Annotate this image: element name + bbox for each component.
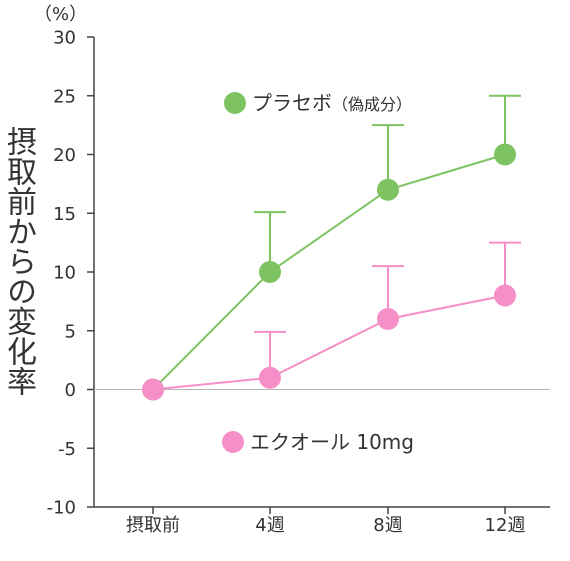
series-group bbox=[142, 94, 521, 401]
legend-marker bbox=[222, 431, 244, 453]
y-tick-label: 10 bbox=[53, 263, 76, 284]
y-unit-label: （%） bbox=[34, 4, 88, 25]
data-point bbox=[377, 178, 399, 201]
x-tick-label: 4週 bbox=[255, 515, 284, 536]
data-point bbox=[377, 308, 399, 330]
y-tick-label: 5 bbox=[65, 321, 76, 342]
legend: プラセボ（偽成分） エクオール 10mg bbox=[222, 91, 414, 454]
series-line bbox=[152, 294, 506, 391]
axes: 30 25 20 15 10 5 0 -5 -10 摂取前 4週 8週 12週 bbox=[47, 28, 550, 536]
y-tick-label: 20 bbox=[53, 145, 76, 166]
legend-item-1: エクオール 10mg bbox=[222, 430, 414, 454]
data-point bbox=[259, 261, 281, 283]
data-point bbox=[142, 378, 164, 401]
legend-item-0: プラセボ（偽成分） bbox=[224, 91, 412, 115]
y-tick-label: 25 bbox=[53, 86, 76, 107]
y-tick-label: 0 bbox=[65, 380, 76, 401]
y-tick-label: 30 bbox=[53, 28, 76, 49]
data-point bbox=[259, 366, 281, 389]
legend-marker bbox=[224, 92, 246, 114]
legend-label-note: （偽成分） bbox=[332, 95, 412, 114]
x-tick-label: 摂取前 bbox=[126, 515, 180, 536]
legend-label: エクオール 10mg bbox=[250, 430, 414, 454]
series-1 bbox=[142, 241, 521, 401]
y-tick-label: -10 bbox=[47, 498, 76, 519]
x-tick-label: 8週 bbox=[373, 515, 402, 536]
y-tick-label: 15 bbox=[53, 204, 76, 225]
data-point bbox=[494, 143, 516, 166]
series-0 bbox=[142, 94, 521, 401]
data-point bbox=[494, 284, 516, 307]
y-axis-label: 摂取前からの変化率 bbox=[1, 126, 36, 396]
legend-label-main: プラセボ bbox=[252, 91, 332, 115]
series-line bbox=[152, 153, 506, 391]
y-tick-label: -5 bbox=[58, 439, 76, 460]
x-tick-label: 12週 bbox=[485, 515, 526, 536]
legend-label: プラセボ（偽成分） bbox=[252, 91, 412, 115]
